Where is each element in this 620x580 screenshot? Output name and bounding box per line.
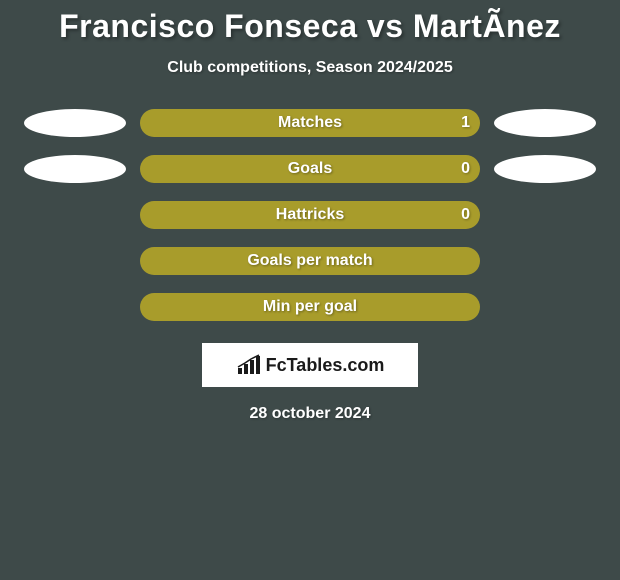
stat-row: Matches 1 bbox=[0, 109, 620, 137]
date-label: 28 october 2024 bbox=[0, 405, 620, 423]
left-oval bbox=[24, 109, 126, 137]
stat-label: Min per goal bbox=[263, 298, 357, 316]
logo-text: FcTables.com bbox=[266, 355, 385, 376]
stat-row: Min per goal bbox=[0, 293, 620, 321]
stat-label: Goals bbox=[288, 160, 332, 178]
stat-bar: Matches 1 bbox=[140, 109, 480, 137]
stat-label: Goals per match bbox=[247, 252, 372, 270]
logo-box: FcTables.com bbox=[202, 343, 418, 387]
right-oval-slot bbox=[490, 155, 600, 183]
right-oval-slot bbox=[490, 109, 600, 137]
stat-label: Matches bbox=[278, 114, 342, 132]
stat-label: Hattricks bbox=[276, 206, 344, 224]
stat-value: 1 bbox=[461, 114, 470, 132]
stat-row: Goals per match bbox=[0, 247, 620, 275]
stat-rows: Matches 1 Goals 0 Hattricks 0 Goals per match M… bbox=[0, 109, 620, 321]
subtitle: Club competitions, Season 2024/2025 bbox=[0, 59, 620, 77]
stat-row: Hattricks 0 bbox=[0, 201, 620, 229]
stat-bar: Goals 0 bbox=[140, 155, 480, 183]
page-title: Francisco Fonseca vs MartÃ­nez bbox=[0, 8, 620, 45]
left-oval-slot bbox=[20, 109, 130, 137]
stat-row: Goals 0 bbox=[0, 155, 620, 183]
bar-chart-icon bbox=[236, 354, 262, 376]
right-oval bbox=[494, 109, 596, 137]
right-oval bbox=[494, 155, 596, 183]
left-oval bbox=[24, 155, 126, 183]
stat-bar: Goals per match bbox=[140, 247, 480, 275]
stat-value: 0 bbox=[461, 160, 470, 178]
left-oval-slot bbox=[20, 155, 130, 183]
stat-value: 0 bbox=[461, 206, 470, 224]
comparison-card: Francisco Fonseca vs MartÃ­nez Club comp… bbox=[0, 0, 620, 580]
stat-bar: Hattricks 0 bbox=[140, 201, 480, 229]
stat-bar: Min per goal bbox=[140, 293, 480, 321]
